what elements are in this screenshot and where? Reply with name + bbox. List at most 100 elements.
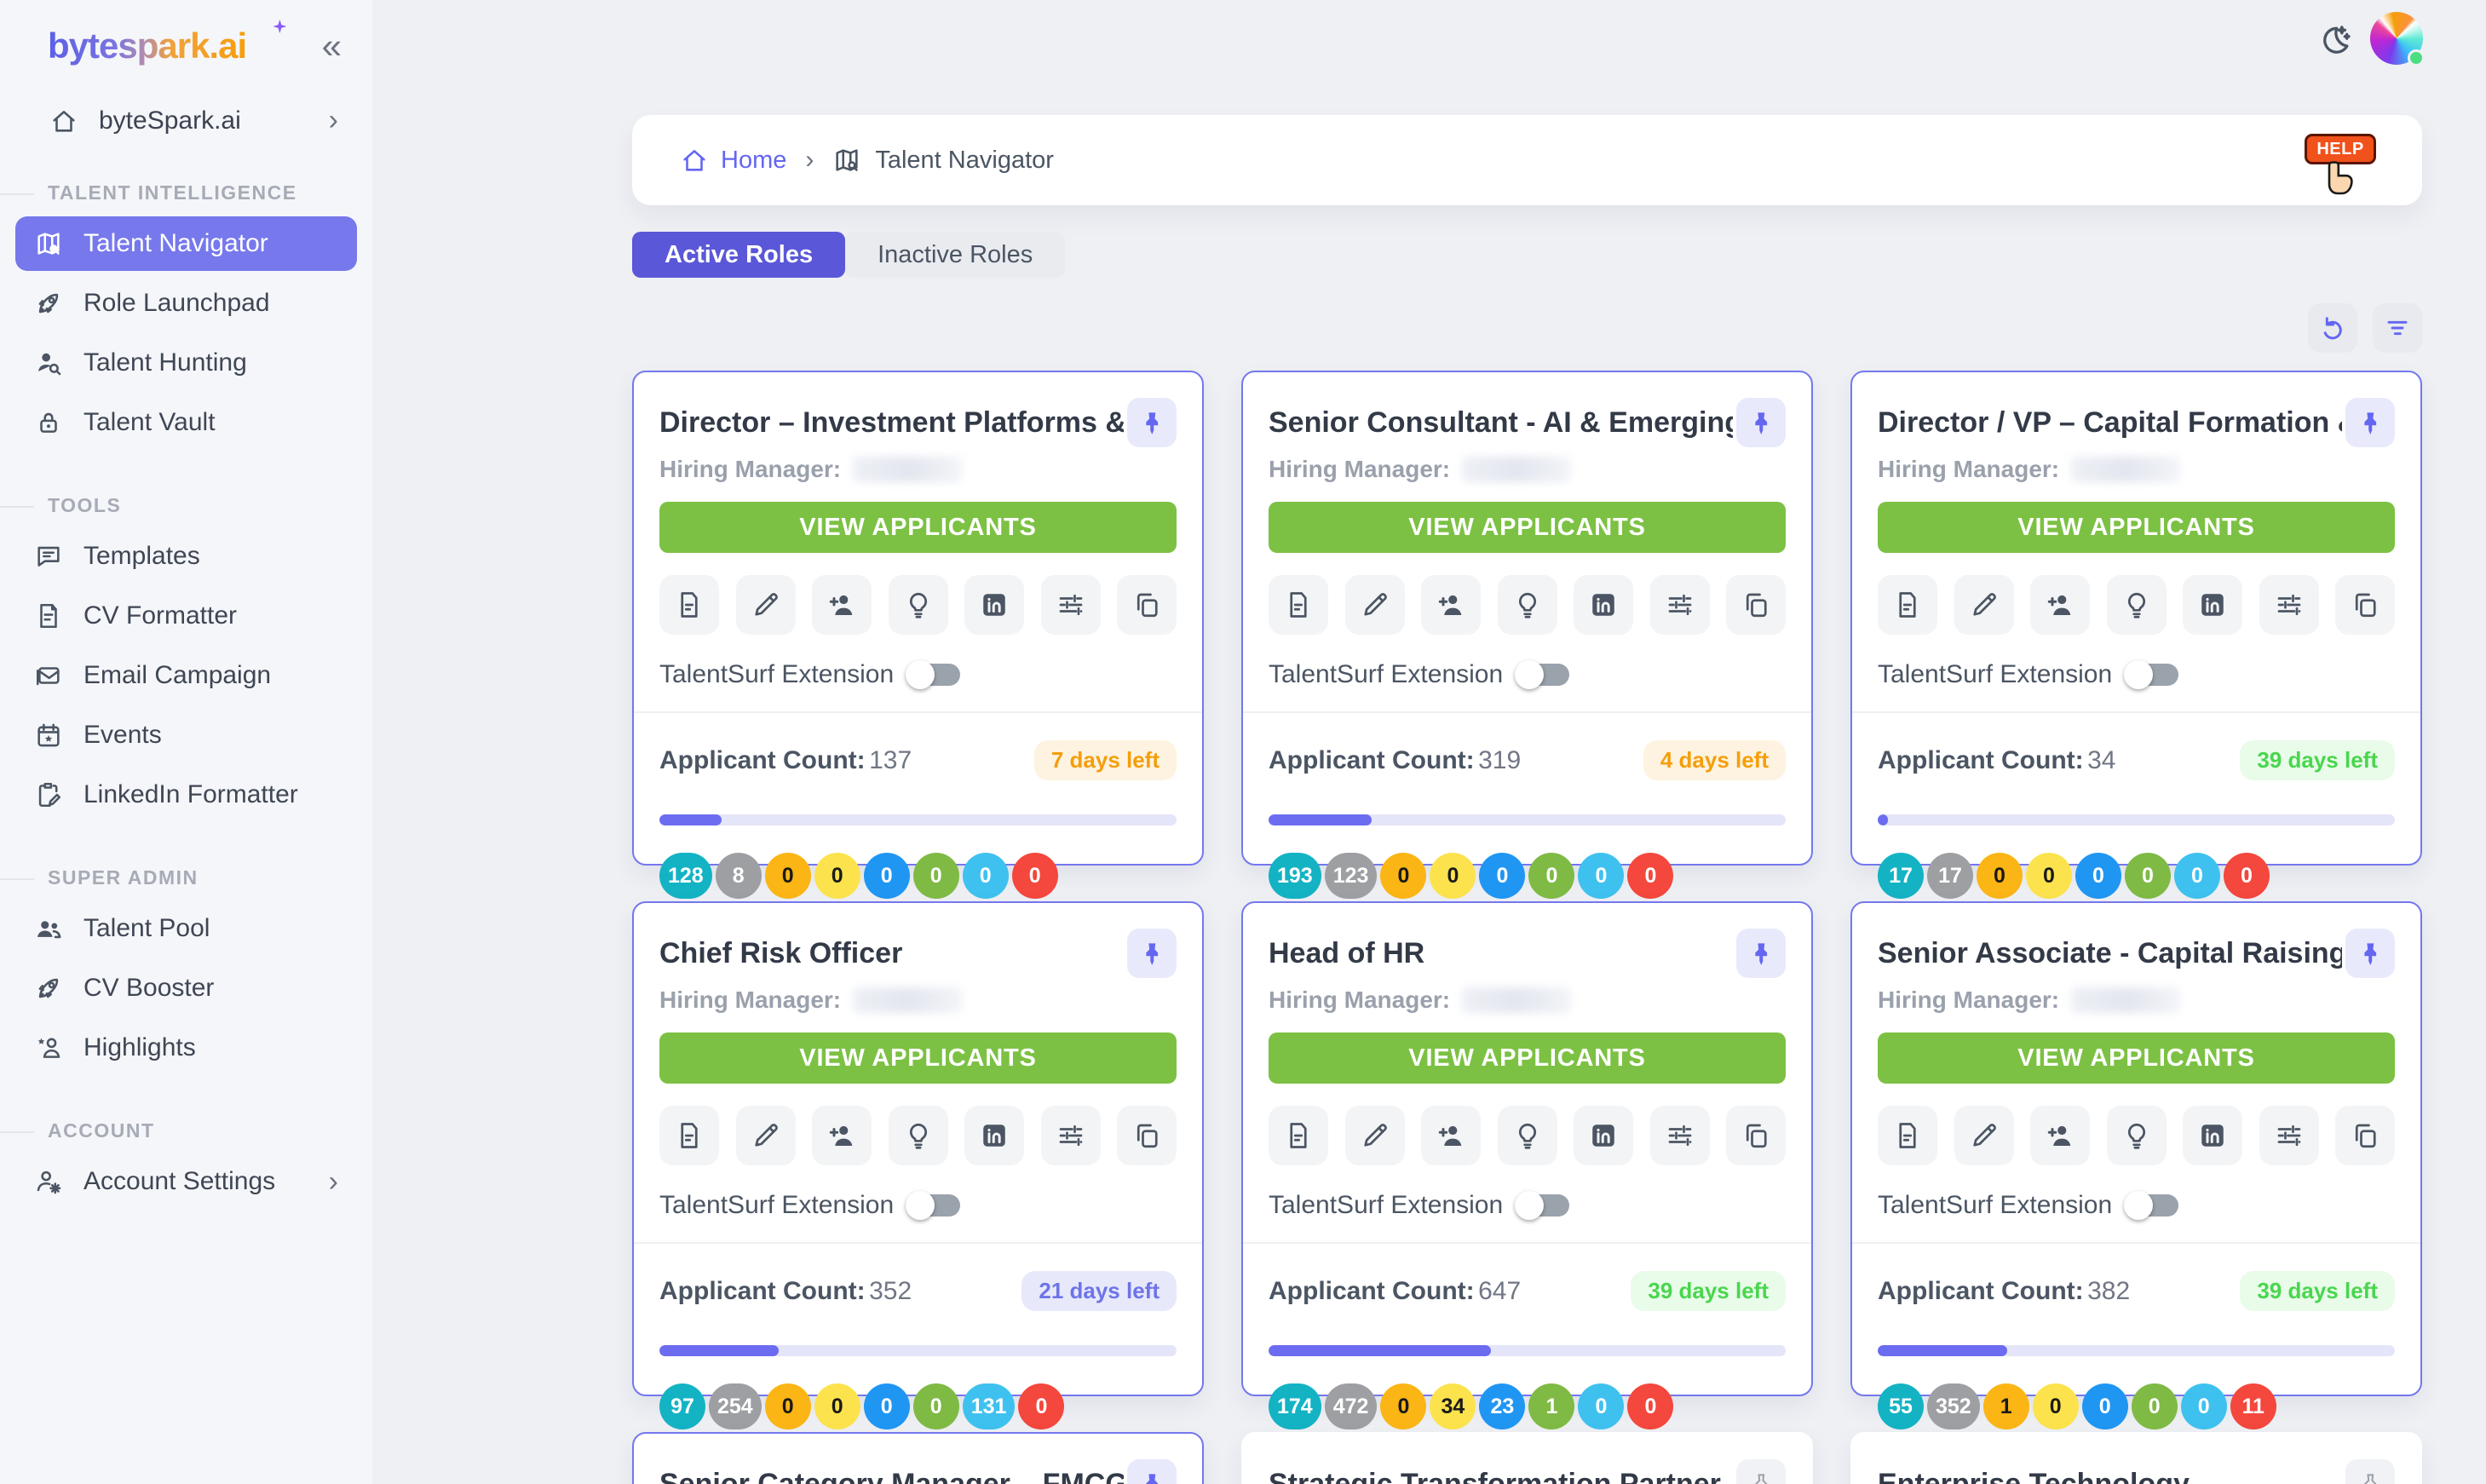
avatar[interactable] (2370, 12, 2425, 66)
pushpin-icon (1139, 410, 1165, 435)
view-applicants-button[interactable]: VIEW APPLICANTS (659, 502, 1177, 553)
refresh-button[interactable] (2308, 303, 2357, 353)
edit-button[interactable] (735, 1106, 796, 1165)
add-person-button[interactable] (1421, 1106, 1481, 1165)
insights-lightbulb-button[interactable] (1497, 1106, 1557, 1165)
help-button[interactable]: HELP (2305, 134, 2376, 164)
pin-button[interactable] (1127, 929, 1177, 978)
pipeline-settings-button[interactable] (1649, 575, 1710, 635)
linkedin-button[interactable] (964, 1106, 1024, 1165)
copy-button[interactable] (1726, 1106, 1786, 1165)
sidebar-item-label: Talent Vault (83, 408, 216, 436)
pipeline-settings-button[interactable] (1040, 575, 1101, 635)
copy-button[interactable] (2335, 1106, 2395, 1165)
sidebar-item-cv-formatter[interactable]: CV Formatter (15, 589, 357, 643)
pipeline-settings-button[interactable] (1040, 1106, 1101, 1165)
sidebar-item-talent-pool[interactable]: Talent Pool (15, 901, 357, 956)
role-card: Director / VP – Capital Formation &... H… (1850, 371, 2422, 899)
edit-icon (751, 590, 781, 620)
pipeline-settings-button[interactable] (2259, 1106, 2319, 1165)
add-person-button[interactable] (812, 575, 872, 635)
insights-lightbulb-button[interactable] (2106, 1106, 2167, 1165)
resume-document-button[interactable] (1878, 1106, 1937, 1165)
edit-button[interactable] (735, 575, 796, 635)
sidebar-item-label: Email Campaign (83, 661, 272, 689)
linkedin-button[interactable] (1574, 575, 1633, 635)
linkedin-button[interactable] (1574, 1106, 1633, 1165)
insights-lightbulb-button[interactable] (2106, 575, 2167, 635)
resume-document-button[interactable] (1878, 575, 1937, 635)
applicant-count-value: 352 (869, 1276, 912, 1305)
extension-toggle[interactable] (906, 1191, 961, 1220)
status-badge: 352 (1927, 1383, 1980, 1429)
pin-button[interactable] (2345, 1459, 2395, 1484)
edit-button[interactable] (1954, 575, 2014, 635)
workspace-row[interactable]: byteSpark.ai › (0, 66, 372, 137)
copy-button[interactable] (1117, 575, 1177, 635)
resume-document-button[interactable] (1269, 575, 1328, 635)
pin-button[interactable] (1736, 929, 1786, 978)
sidebar-item-events[interactable]: Events (15, 708, 357, 762)
edit-button[interactable] (1954, 1106, 2014, 1165)
extension-toggle[interactable] (2124, 1191, 2179, 1220)
pin-button[interactable] (1736, 398, 1786, 447)
pin-button[interactable] (1127, 1459, 1177, 1484)
sidebar-item-talent-vault[interactable]: Talent Vault (15, 395, 357, 450)
resume-document-button[interactable] (659, 575, 719, 635)
add-person-button[interactable] (2030, 1106, 2090, 1165)
extension-toggle[interactable] (2124, 660, 2179, 689)
sidebar-item-email-campaign[interactable]: Email Campaign (15, 648, 357, 703)
sidebar-item-templates[interactable]: Templates (15, 529, 357, 584)
insights-lightbulb-button[interactable] (1497, 575, 1557, 635)
sidebar-collapse-button[interactable]: « (321, 26, 342, 66)
copy-button[interactable] (1117, 1106, 1177, 1165)
view-applicants-button[interactable]: VIEW APPLICANTS (1878, 1032, 2395, 1084)
sidebar-item-linkedin-formatter[interactable]: LinkedIn Formatter (15, 768, 357, 822)
progress-bar (1878, 1345, 2395, 1356)
pin-button[interactable] (2345, 929, 2395, 978)
add-person-button[interactable] (2030, 575, 2090, 635)
insights-lightbulb-button[interactable] (888, 1106, 948, 1165)
tab-inactive-roles[interactable]: Inactive Roles (845, 232, 1066, 278)
tab-active-roles[interactable]: Active Roles (632, 232, 846, 278)
sidebar-item-talent-hunting[interactable]: Talent Hunting (15, 336, 357, 390)
add-person-button[interactable] (1421, 575, 1481, 635)
refresh-icon (2319, 314, 2346, 342)
edit-button[interactable] (1344, 575, 1405, 635)
extension-toggle[interactable] (906, 660, 961, 689)
dark-mode-toggle[interactable] (2316, 22, 2357, 63)
extension-toggle[interactable] (1515, 660, 1570, 689)
add-person-button[interactable] (812, 1106, 872, 1165)
divider (634, 711, 1202, 713)
sidebar-item-talent-navigator[interactable]: Talent Navigator (15, 216, 357, 271)
linkedin-button[interactable] (2183, 1106, 2242, 1165)
resume-document-button[interactable] (659, 1106, 719, 1165)
status-badge: 0 (2174, 853, 2220, 899)
sidebar-item-role-launchpad[interactable]: Role Launchpad (15, 276, 357, 331)
linkedin-button[interactable] (964, 575, 1024, 635)
insights-lightbulb-button[interactable] (888, 575, 948, 635)
filter-button[interactable] (2373, 303, 2422, 353)
pin-button[interactable] (1736, 1459, 1786, 1484)
view-applicants-button[interactable]: VIEW APPLICANTS (1269, 1032, 1786, 1084)
view-applicants-button[interactable]: VIEW APPLICANTS (1269, 502, 1786, 553)
copy-button[interactable] (2335, 575, 2395, 635)
view-applicants-button[interactable]: VIEW APPLICANTS (659, 1032, 1177, 1084)
sidebar-item-highlights[interactable]: Highlights (15, 1021, 357, 1075)
pin-button[interactable] (2345, 398, 2395, 447)
copy-button[interactable] (1726, 575, 1786, 635)
sidebar-item-account-settings[interactable]: Account Settings › (15, 1154, 357, 1209)
resume-document-button[interactable] (1269, 1106, 1328, 1165)
edit-button[interactable] (1344, 1106, 1405, 1165)
person-gear-icon (34, 1167, 63, 1196)
view-applicants-button[interactable]: VIEW APPLICANTS (1878, 502, 2395, 553)
pipeline-settings-button[interactable] (1649, 1106, 1710, 1165)
sidebar-item-cv-booster[interactable]: CV Booster (15, 961, 357, 1015)
add-person-icon (1436, 590, 1466, 620)
extension-toggle[interactable] (1515, 1191, 1570, 1220)
pin-button[interactable] (1127, 398, 1177, 447)
breadcrumb-home-link[interactable]: Home (680, 146, 786, 175)
linkedin-button[interactable] (2183, 575, 2242, 635)
hiring-manager-label: Hiring Manager: (1878, 456, 2060, 482)
pipeline-settings-button[interactable] (2259, 575, 2319, 635)
